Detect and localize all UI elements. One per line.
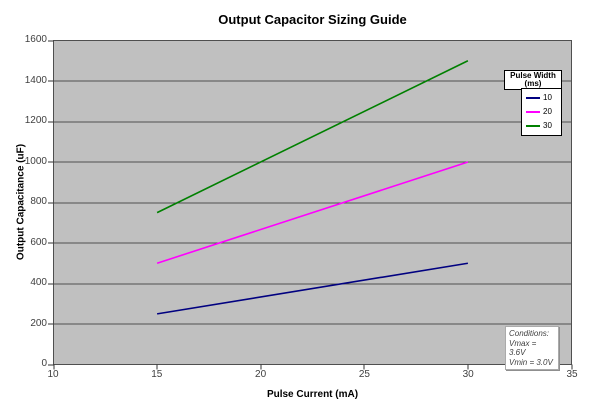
legend-title-line1: Pulse Width [510, 71, 556, 80]
y-tick-label: 0 [41, 358, 47, 369]
y-tick-label: 1600 [24, 34, 47, 45]
conditions-annotation: Conditions: Vmax = 3.6V Vmin = 3.0V [505, 326, 559, 370]
chart-title: Output Capacitor Sizing Guide [218, 12, 407, 27]
x-tick-label: 20 [255, 369, 267, 380]
x-tick-label: 35 [566, 369, 578, 380]
plot-area [48, 40, 573, 370]
y-tick-label: 200 [30, 317, 47, 329]
y-tick-label: 1000 [24, 155, 47, 167]
legend: 10 20 30 [521, 88, 562, 136]
y-tick-label: 1200 [24, 115, 47, 126]
legend-label: 20 [543, 107, 552, 116]
x-axis-title: Pulse Current (mA) [266, 389, 359, 400]
conditions-line2: Vmax = 3.6V [509, 338, 537, 358]
y-tick-label: 600 [30, 236, 47, 248]
legend-item: 30 [522, 120, 561, 133]
legend-item: 10 [522, 92, 561, 105]
legend-label: 10 [543, 93, 552, 102]
y-tick-label: 1400 [24, 74, 47, 86]
legend-title: Pulse Width (ms) [504, 70, 562, 90]
x-tick-label: 30 [462, 369, 474, 380]
x-tick-label: 15 [151, 369, 163, 380]
x-tick-label: 25 [358, 369, 370, 380]
legend-swatch-2 [526, 125, 540, 127]
conditions-line1: Conditions: [509, 329, 550, 338]
y-axis-tick-labels: 1600 1400 1200 1000 800 600 400 200 0 [0, 35, 47, 369]
legend-swatch-0 [526, 97, 540, 99]
legend-title-line2: (ms) [524, 79, 542, 88]
conditions-line3: Vmin = 3.0V [509, 357, 553, 367]
legend-swatch-1 [526, 111, 540, 113]
x-tick-label: 10 [47, 369, 59, 380]
legend-label: 30 [543, 121, 552, 130]
legend-item: 20 [522, 106, 561, 119]
y-tick-label: 400 [30, 277, 47, 288]
x-axis-tick-labels: 10 15 20 25 30 35 [47, 369, 577, 381]
y-tick-label: 800 [30, 196, 47, 207]
